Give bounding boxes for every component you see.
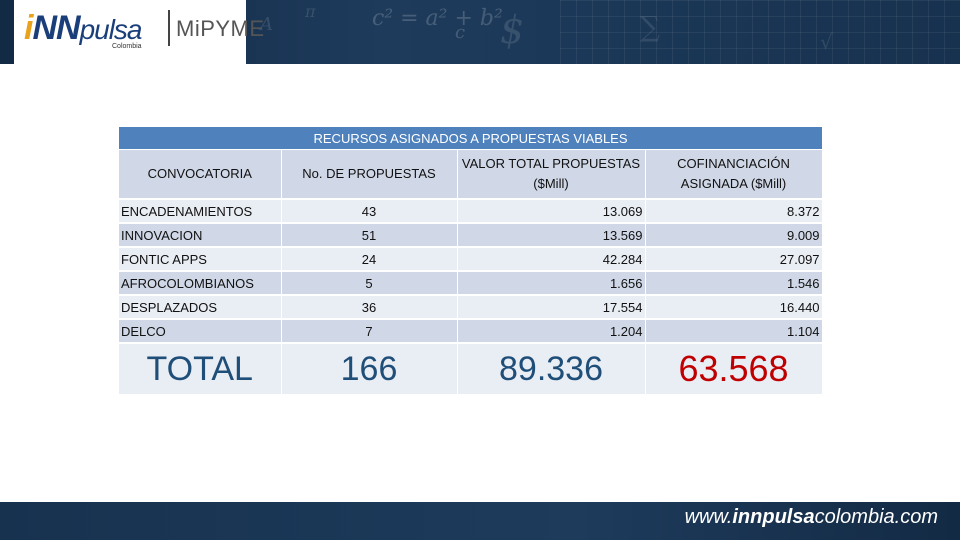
cell-propuestas: 43	[281, 199, 458, 224]
table-row: FONTIC APPS 24 42.284 27.097	[119, 247, 823, 272]
footer-banner: www.innpulsacolombia.com	[0, 502, 960, 540]
table-row: AFROCOLOMBIANOS 5 1.656 1.546	[119, 271, 823, 296]
column-header-convocatoria: CONVOCATORIA	[119, 149, 282, 200]
decorative-formula: A	[260, 14, 273, 35]
cell-cofinanciacion: 27.097	[645, 247, 823, 272]
cell-convocatoria: ENCADENAMIENTOS	[119, 199, 282, 224]
total-valor: 89.336	[457, 343, 646, 394]
cell-cofinanciacion: 8.372	[645, 199, 823, 224]
cell-propuestas: 7	[281, 319, 458, 344]
website-link[interactable]: www.innpulsacolombia.com	[685, 506, 938, 529]
table-row: DESPLAZADOS 36 17.554 16.440	[119, 295, 823, 320]
url-suffix: colombia.com	[814, 506, 938, 528]
cell-convocatoria: DESPLAZADOS	[119, 295, 282, 320]
cell-propuestas: 24	[281, 247, 458, 272]
table-total-row: TOTAL 166 89.336 63.568	[119, 343, 823, 394]
logo-letters-nn: NN	[32, 9, 80, 47]
total-label: TOTAL	[119, 343, 282, 394]
cell-convocatoria: FONTIC APPS	[119, 247, 282, 272]
table-row: ENCADENAMIENTOS 43 13.069 8.372	[119, 199, 823, 224]
cell-valor-total: 1.204	[457, 319, 646, 344]
decorative-formula: c² = a² + b²	[372, 6, 503, 31]
header-banner: c² = a² + b² c $ ∑ A π √ iNNpulsa Colomb…	[0, 0, 960, 64]
resources-table: RECURSOS ASIGNADOS A PROPUESTAS VIABLES …	[119, 127, 823, 394]
decorative-formula: c	[455, 22, 466, 43]
logo-product-name: MiPYME	[176, 16, 265, 41]
cell-valor-total: 1.656	[457, 271, 646, 296]
logo-letter-i: i	[24, 9, 34, 47]
cell-convocatoria: INNOVACION	[119, 223, 282, 248]
decorative-dollar-icon: $	[500, 8, 525, 52]
cell-convocatoria: AFROCOLOMBIANOS	[119, 271, 282, 296]
cell-propuestas: 5	[281, 271, 458, 296]
cell-valor-total: 42.284	[457, 247, 646, 272]
table-row: DELCO 7 1.204 1.104	[119, 319, 823, 344]
cell-cofinanciacion: 9.009	[645, 223, 823, 248]
decorative-symbol-icon: ∑	[640, 10, 660, 43]
logo-wordmark: iNNpulsa	[24, 10, 142, 48]
cell-valor-total: 13.069	[457, 199, 646, 224]
logo-word-pulsa: pulsa	[79, 14, 143, 45]
decorative-formula: π	[305, 2, 316, 21]
total-propuestas: 166	[281, 343, 458, 394]
cell-cofinanciacion: 1.104	[645, 319, 823, 344]
table-header-row: CONVOCATORIA No. DE PROPUESTAS VALOR TOT…	[119, 149, 823, 200]
cell-valor-total: 17.554	[457, 295, 646, 320]
decorative-formula: √	[820, 30, 833, 54]
column-header-cofinanciacion: COFINANCIACIÓN ASIGNADA ($Mill)	[645, 149, 823, 200]
total-cofinanciacion: 63.568	[645, 343, 823, 394]
cell-cofinanciacion: 16.440	[645, 295, 823, 320]
column-header-valor-total: VALOR TOTAL PROPUESTAS ($Mill)	[457, 149, 646, 200]
url-prefix: www.	[684, 506, 733, 528]
url-brand: innpulsa	[732, 506, 815, 528]
cell-convocatoria: DELCO	[119, 319, 282, 344]
table-title-row: RECURSOS ASIGNADOS A PROPUESTAS VIABLES	[119, 127, 823, 150]
table-title: RECURSOS ASIGNADOS A PROPUESTAS VIABLES	[119, 127, 823, 150]
column-header-propuestas: No. DE PROPUESTAS	[281, 149, 458, 200]
cell-propuestas: 36	[281, 295, 458, 320]
logo-divider	[168, 10, 170, 46]
header-grid-pattern	[560, 0, 960, 64]
innpulsa-logo[interactable]: iNNpulsa Colombia MiPYME	[14, 0, 264, 64]
cell-propuestas: 51	[281, 223, 458, 248]
table-row: INNOVACION 51 13.569 9.009	[119, 223, 823, 248]
cell-cofinanciacion: 1.546	[645, 271, 823, 296]
logo-subtitle: Colombia	[112, 43, 142, 50]
cell-valor-total: 13.569	[457, 223, 646, 248]
